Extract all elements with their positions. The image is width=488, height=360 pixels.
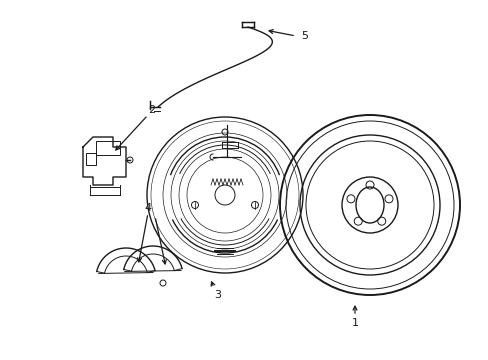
Bar xyxy=(86,153,96,165)
Text: 5: 5 xyxy=(301,31,308,41)
Text: 3: 3 xyxy=(214,290,221,300)
Text: 2: 2 xyxy=(148,105,155,115)
Text: 1: 1 xyxy=(351,318,358,328)
Bar xyxy=(96,141,120,155)
Text: 4: 4 xyxy=(144,203,151,213)
